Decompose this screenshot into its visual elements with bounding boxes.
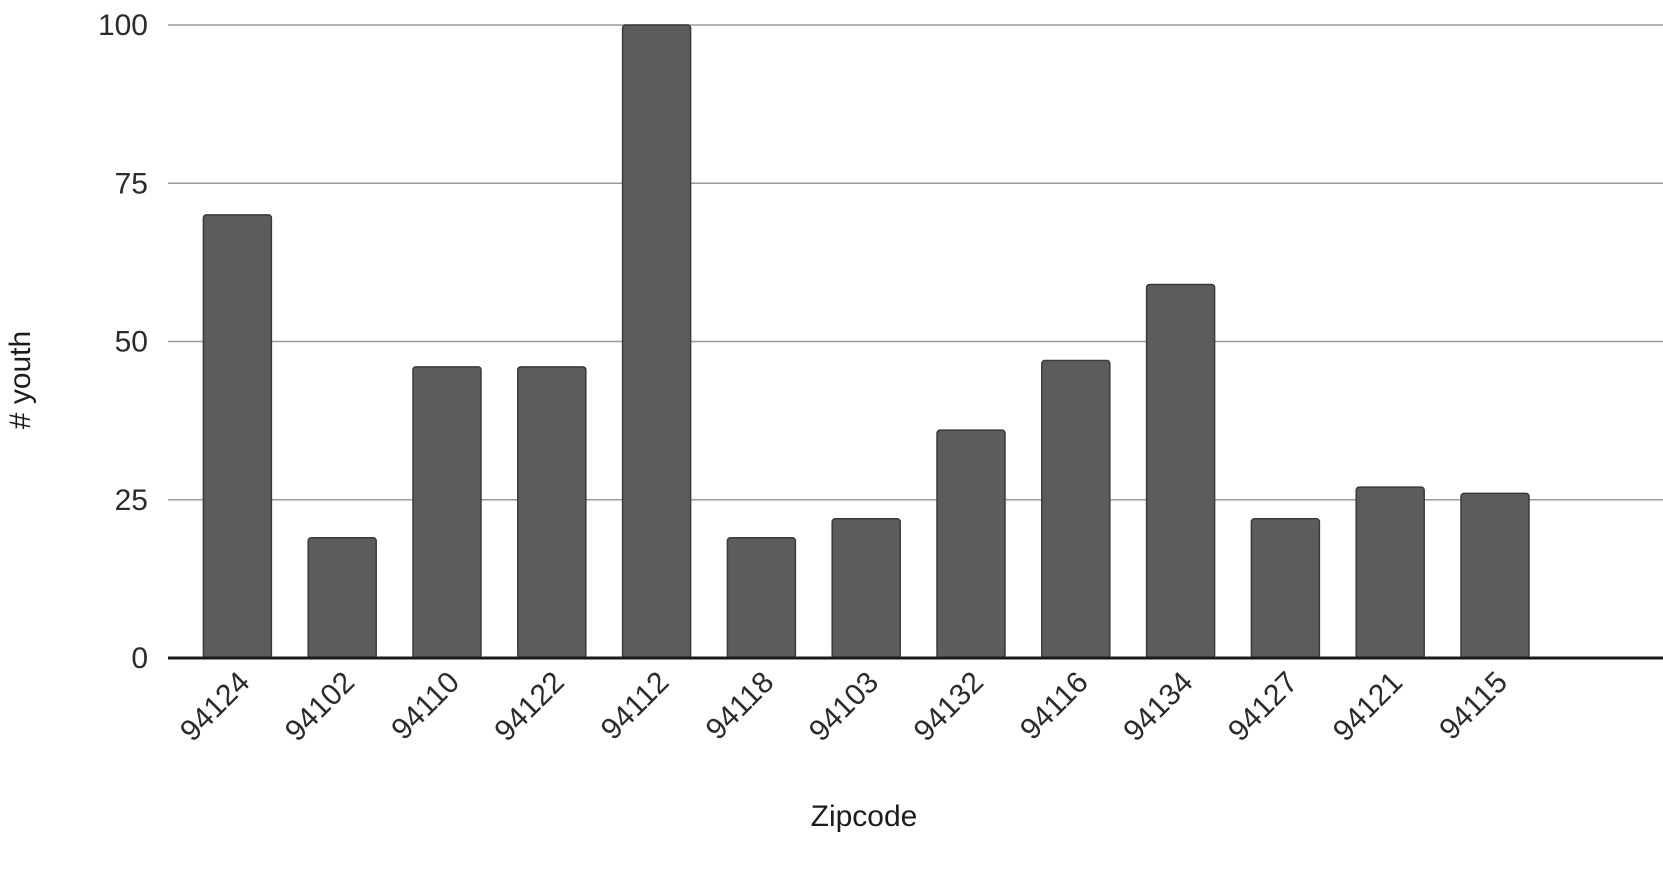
bar [517, 366, 587, 659]
x-tick-label: 94102 [279, 666, 361, 748]
bar [202, 214, 273, 659]
x-tick-label: 94134 [1117, 666, 1199, 748]
x-axis-title: Zipcode [811, 800, 918, 833]
x-tick-label: 94124 [174, 666, 256, 748]
x-tick-label: 94121 [1327, 666, 1409, 748]
bar [936, 429, 1006, 659]
x-tick-label: 94122 [488, 666, 570, 748]
y-axis-title: # youth [4, 331, 37, 429]
bar [726, 536, 797, 659]
bar [1145, 283, 1216, 659]
y-tick-label: 100 [98, 9, 148, 42]
x-tick-label: 94132 [908, 666, 990, 748]
x-tick-label: 94116 [1014, 666, 1095, 747]
x-tick-label: 94115 [1433, 666, 1514, 747]
y-tick-label: 25 [115, 484, 148, 517]
bar [1041, 359, 1111, 659]
x-tick-label: 94112 [595, 666, 676, 747]
bar [1250, 517, 1321, 659]
y-tick-labels: 0 25 50 75 100 [98, 9, 148, 675]
x-tick-label: 94118 [700, 666, 781, 747]
bar [1460, 492, 1530, 659]
gridlines [168, 24, 1663, 501]
bar [307, 536, 377, 659]
y-tick-label: 50 [115, 326, 148, 359]
x-tick-labels: 94124 94102 94110 94122 94112 94118 94103 94132… [174, 666, 1514, 748]
x-tick-label: 94103 [803, 666, 885, 748]
bar [831, 517, 901, 659]
y-tick-label: 0 [131, 642, 148, 675]
bar [412, 366, 482, 659]
x-tick-label: 94127 [1222, 666, 1304, 748]
bar [1355, 486, 1425, 659]
bar [621, 24, 692, 659]
x-tick-label: 94110 [385, 666, 466, 747]
bars [202, 24, 1530, 659]
y-tick-label: 75 [115, 167, 148, 200]
